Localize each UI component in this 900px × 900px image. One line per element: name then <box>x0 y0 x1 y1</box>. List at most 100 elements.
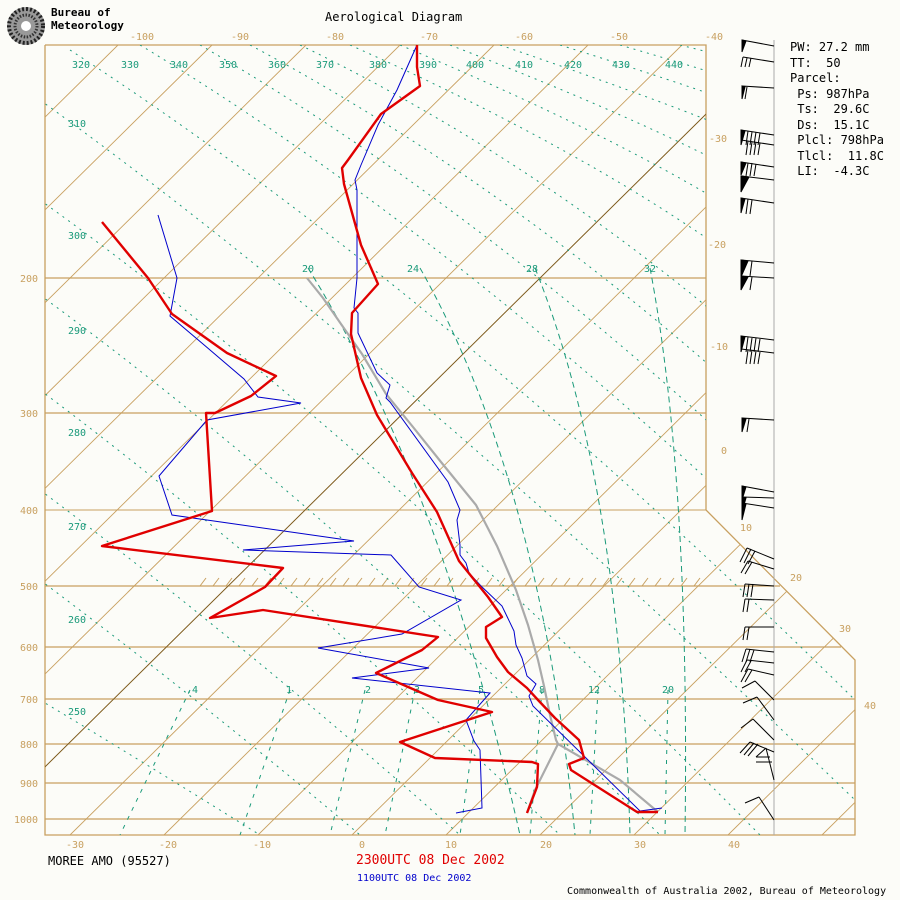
hatch-500 <box>199 577 701 587</box>
svg-text:20: 20 <box>302 264 314 275</box>
moist-adiabats <box>307 267 687 835</box>
svg-text:420: 420 <box>564 60 582 71</box>
svg-text:260: 260 <box>68 615 86 626</box>
svg-text:440: 440 <box>665 60 683 71</box>
svg-text:1000: 1000 <box>14 815 38 826</box>
svg-text:300: 300 <box>68 231 86 242</box>
svg-text:-10: -10 <box>710 342 728 353</box>
dry-adiabats <box>45 45 855 835</box>
svg-text:300: 300 <box>20 409 38 420</box>
svg-text:2: 2 <box>365 685 371 696</box>
svg-text:20: 20 <box>540 840 552 851</box>
surface-dewpoint: Ds: 15.1C <box>790 117 870 132</box>
svg-text:350: 350 <box>219 60 237 71</box>
svg-text:400: 400 <box>20 506 38 517</box>
plot-frame <box>44 44 856 836</box>
secondary-sounding-time: 1100UTC 08 Dec 2002 <box>357 873 472 884</box>
chart-title: Aerological Diagram <box>325 10 463 24</box>
svg-text:0: 0 <box>721 446 727 457</box>
svg-text:900: 900 <box>20 779 38 790</box>
svg-text:370: 370 <box>316 60 334 71</box>
svg-text:.4: .4 <box>186 685 198 696</box>
svg-text:40: 40 <box>728 840 740 851</box>
station-name: MOREE AMO (95527) <box>48 854 171 868</box>
lcl-pressure: Plcl: 798hPa <box>790 133 884 147</box>
isotherms <box>45 45 855 835</box>
bom-logo-icon <box>7 7 45 45</box>
primary-sounding-time: 2300UTC 08 Dec 2002 <box>356 853 505 868</box>
total-totals: TT: 50 <box>790 55 841 70</box>
svg-text:700: 700 <box>20 695 38 706</box>
svg-text:-70: -70 <box>420 32 438 43</box>
svg-text:340: 340 <box>170 60 188 71</box>
svg-text:-30: -30 <box>709 134 727 145</box>
svg-text:28: 28 <box>526 264 538 275</box>
sounding-2300utc-temperature <box>340 45 658 814</box>
svg-text:-60: -60 <box>515 32 533 43</box>
svg-text:320: 320 <box>72 60 90 71</box>
svg-text:-50: -50 <box>610 32 628 43</box>
svg-text:30: 30 <box>634 840 646 851</box>
svg-text:600: 600 <box>20 643 38 654</box>
org-name-line1: Bureau of <box>51 6 111 19</box>
precipitable-water: PW: 27.2 mm <box>790 40 870 54</box>
svg-text:360: 360 <box>268 60 286 71</box>
lifted-index: LI: -4.3C <box>790 164 870 178</box>
right-temp-axis: -30 -20 -10 0 10 20 30 40 <box>708 134 876 712</box>
svg-text:5: 5 <box>478 685 484 696</box>
svg-text:310: 310 <box>68 119 86 130</box>
svg-text:500: 500 <box>20 582 38 593</box>
parcel-label: Parcel: <box>790 71 841 85</box>
svg-text:-20: -20 <box>159 840 177 851</box>
sounding-1100utc-temperature <box>353 44 663 812</box>
svg-text:200: 200 <box>20 274 38 285</box>
org-name: Bureau of Meteorology <box>51 6 124 32</box>
svg-text:20: 20 <box>662 685 674 696</box>
svg-text:-90: -90 <box>231 32 249 43</box>
svg-text:800: 800 <box>20 740 38 751</box>
svg-text:8: 8 <box>539 685 545 696</box>
svg-text:270: 270 <box>68 522 86 533</box>
svg-text:400: 400 <box>466 60 484 71</box>
svg-text:0: 0 <box>359 840 365 851</box>
svg-text:290: 290 <box>68 326 86 337</box>
svg-text:-40: -40 <box>705 32 723 43</box>
theta-labels: 250 260 270 280 290 300 310 320 330 340 … <box>68 60 683 718</box>
pressure-axis: 200 300 400 500 600 700 800 900 1000 <box>14 274 38 826</box>
svg-text:380: 380 <box>369 60 387 71</box>
svg-text:430: 430 <box>612 60 630 71</box>
sounding-2300utc-dewpoint <box>100 221 540 814</box>
moist-adiabat-labels: 20 24 28 32 <box>302 264 656 275</box>
svg-text:30: 30 <box>839 624 851 635</box>
top-temp-axis: -100 -90 -80 -70 -60 -50 -40 <box>130 32 723 43</box>
copyright-notice: Commonwealth of Australia 2002, Bureau o… <box>567 886 887 897</box>
lcl-temperature: Tlcl: 11.8C <box>790 148 884 163</box>
svg-text:390: 390 <box>419 60 437 71</box>
wind-barbs <box>739 39 775 821</box>
svg-text:410: 410 <box>515 60 533 71</box>
svg-text:40: 40 <box>864 701 876 712</box>
svg-text:12: 12 <box>588 685 600 696</box>
svg-text:20: 20 <box>790 573 802 584</box>
svg-text:24: 24 <box>407 264 419 275</box>
bottom-temp-axis: -30 -20 -10 0 10 20 30 40 <box>66 840 740 851</box>
svg-text:-100: -100 <box>130 32 154 43</box>
surface-pressure: Ps: 987hPa <box>790 86 870 101</box>
svg-text:-10: -10 <box>253 840 271 851</box>
org-name-line2: Meteorology <box>51 19 124 32</box>
svg-text:330: 330 <box>121 60 139 71</box>
sounding-1100utc-dewpoint <box>157 214 492 814</box>
parcel-info-panel: PW: 27.2 mm TT: 50 Parcel: Ps: 987hPa Ts: … <box>790 40 884 180</box>
svg-text:1: 1 <box>286 685 292 696</box>
svg-text:32: 32 <box>644 264 656 275</box>
svg-text:-80: -80 <box>326 32 344 43</box>
svg-text:280: 280 <box>68 428 86 439</box>
isobars <box>45 277 855 820</box>
surface-temperature: Ts: 29.6C <box>790 102 870 116</box>
svg-text:10: 10 <box>740 523 752 534</box>
mixing-ratio-lines <box>119 689 669 835</box>
svg-text:10: 10 <box>445 840 457 851</box>
parcel-path <box>306 277 659 813</box>
svg-text:-20: -20 <box>708 240 726 251</box>
